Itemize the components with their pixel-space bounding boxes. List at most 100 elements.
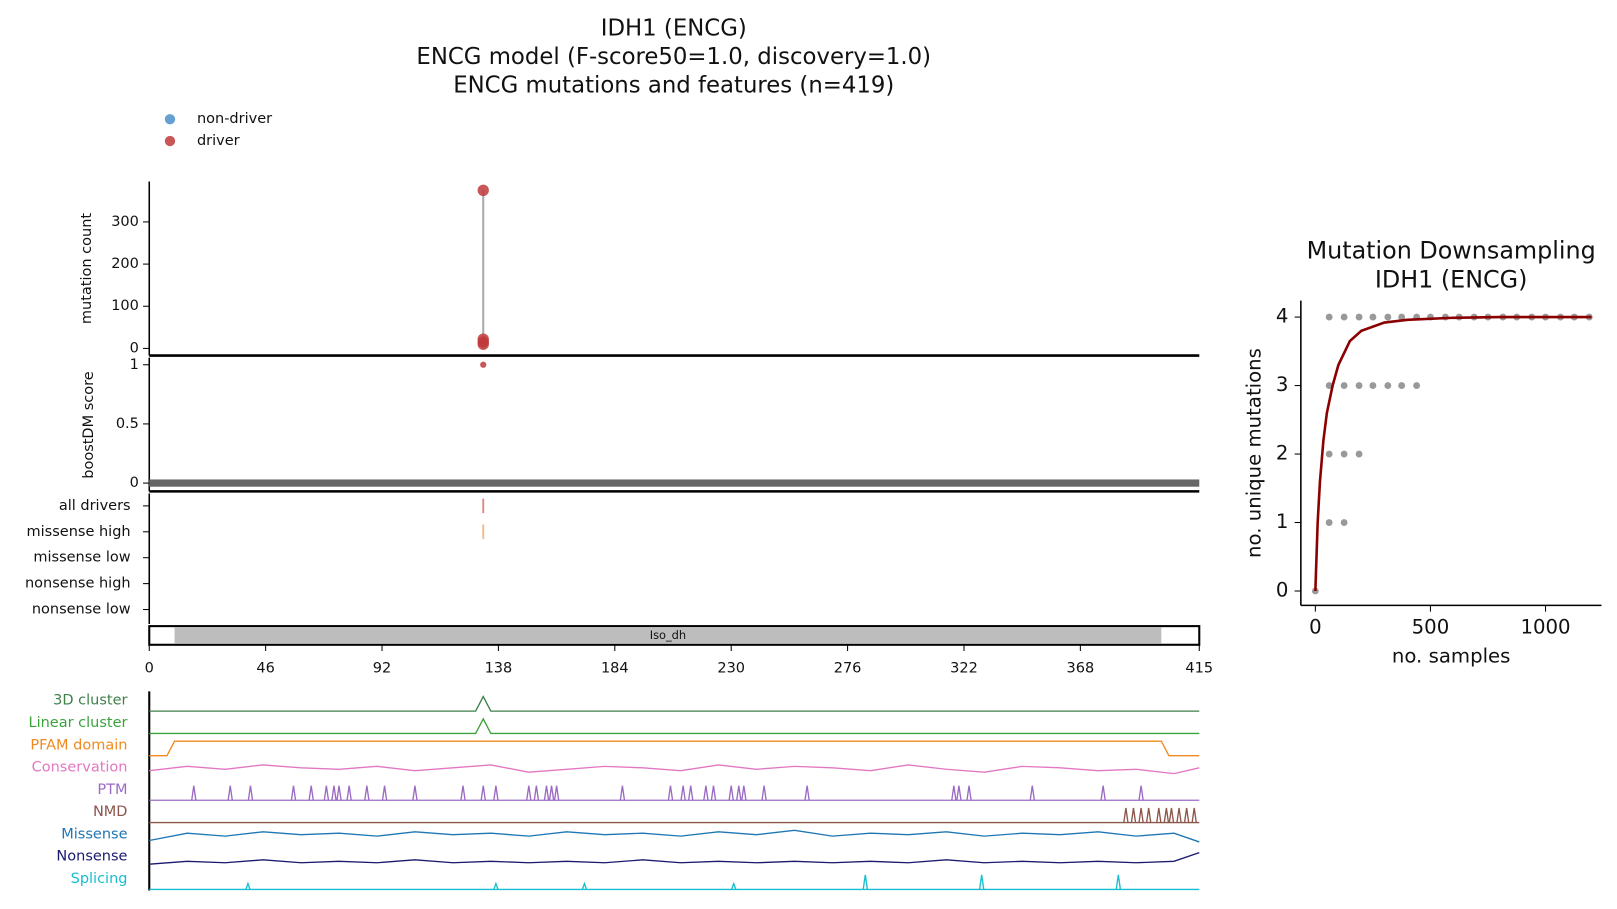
sample-point — [1413, 382, 1421, 389]
track-spike — [364, 785, 370, 801]
track-spike — [323, 785, 330, 801]
track-spike — [533, 785, 540, 801]
y-tick-label: 0 — [130, 340, 139, 356]
track-spike — [731, 881, 737, 890]
sample-point — [1325, 450, 1333, 458]
x-tick-label: 230 — [717, 661, 745, 677]
track-spike — [728, 785, 734, 801]
track-spike — [493, 881, 499, 890]
track-spike — [1183, 807, 1190, 823]
needle-head — [477, 184, 489, 197]
track-spike — [687, 785, 694, 801]
x-tick-label: 1000 — [1520, 616, 1570, 639]
track-spike — [227, 785, 233, 801]
needle-chart: IDH1 (ENCG)ENCG model (F-score50=1.0, di… — [25, 16, 1213, 891]
sample-point — [1398, 382, 1406, 389]
track-spike — [346, 785, 352, 801]
track-spike — [1123, 807, 1129, 823]
sample-point — [1355, 313, 1363, 321]
track-line — [149, 829, 1200, 843]
track-spike — [581, 881, 588, 890]
legend-label: driver — [197, 133, 240, 149]
track-line — [149, 851, 1200, 865]
x-tick-label: 368 — [1067, 661, 1095, 677]
sample-point — [1325, 519, 1333, 526]
track-spike — [667, 785, 674, 801]
track-line — [149, 764, 1200, 775]
track-spike — [1115, 874, 1122, 890]
track-spike — [1029, 785, 1036, 801]
sample-point — [1340, 382, 1348, 389]
row-label: missense high — [27, 524, 131, 540]
x-tick-label: 276 — [834, 661, 862, 677]
track-spike — [526, 785, 532, 801]
chart-title: ENCG model (F-score50=1.0, discovery=1.0… — [416, 44, 931, 70]
track-spike — [381, 785, 388, 801]
track-spike — [1191, 807, 1197, 823]
track-spike — [703, 785, 709, 801]
track-spike — [1168, 807, 1175, 823]
y-tick-label: 4 — [1276, 305, 1289, 328]
sample-point — [1369, 382, 1377, 389]
x-tick-label: 415 — [1185, 661, 1213, 677]
fit-curve — [1314, 315, 1592, 592]
x-tick-label: 46 — [256, 661, 274, 677]
x-tick-label: 0 — [145, 661, 154, 677]
track-label: Linear cluster — [28, 715, 127, 731]
y-tick-label: 1 — [130, 357, 139, 373]
legend-marker — [164, 114, 176, 125]
sample-point — [1340, 450, 1348, 458]
track-line — [149, 695, 1200, 712]
y-axis-label: no. unique mutations — [1243, 348, 1266, 558]
track-label: Splicing — [71, 871, 128, 887]
y-tick-label: 2 — [1276, 442, 1289, 465]
track-spike — [978, 874, 985, 890]
domain-label: Iso_dh — [650, 628, 686, 642]
track-spike — [1156, 807, 1162, 823]
track-spike — [191, 785, 197, 801]
x-tick-label: 184 — [601, 661, 629, 677]
track-spike — [1163, 807, 1170, 823]
x-tick-label: 92 — [373, 661, 391, 677]
track-label: PFAM domain — [30, 737, 127, 753]
track-spike — [460, 785, 466, 801]
sample-point — [1369, 313, 1377, 321]
track-spike — [741, 785, 747, 801]
track-spike — [619, 785, 626, 801]
track-spike — [245, 881, 251, 890]
track-spike — [1138, 785, 1144, 801]
track-spike — [804, 785, 810, 801]
chart-title: IDH1 (ENCG) — [1375, 265, 1528, 293]
sample-point — [1384, 382, 1392, 389]
chart-title: Mutation Downsampling — [1307, 236, 1596, 264]
legend-marker — [164, 135, 176, 147]
track-label: Nonsense — [56, 849, 127, 865]
sample-point — [1340, 519, 1348, 526]
track-spike — [736, 785, 742, 801]
sample-point — [1325, 313, 1333, 321]
row-label: nonsense low — [32, 602, 131, 618]
track-spike — [956, 785, 962, 801]
track-spike — [493, 785, 499, 801]
domain — [174, 627, 1162, 644]
y-tick-label: 0.5 — [116, 416, 139, 432]
sample-point — [1355, 450, 1363, 458]
y-tick-label: 1 — [1276, 510, 1289, 533]
x-tick-label: 0 — [1309, 616, 1322, 639]
track-spike — [761, 785, 767, 801]
track-spike — [680, 785, 686, 801]
track-spike — [1138, 807, 1144, 823]
row-label: missense low — [33, 550, 130, 566]
sample-point — [1325, 382, 1333, 389]
track-label: Missense — [61, 826, 127, 842]
needle-head — [477, 338, 489, 350]
track-spike — [480, 785, 486, 801]
score-band — [149, 479, 1200, 487]
sample-point — [1340, 313, 1348, 321]
sample-point — [1355, 382, 1363, 389]
track-spike — [290, 785, 297, 801]
sample-point — [1398, 313, 1406, 321]
track-spike — [1176, 807, 1182, 823]
